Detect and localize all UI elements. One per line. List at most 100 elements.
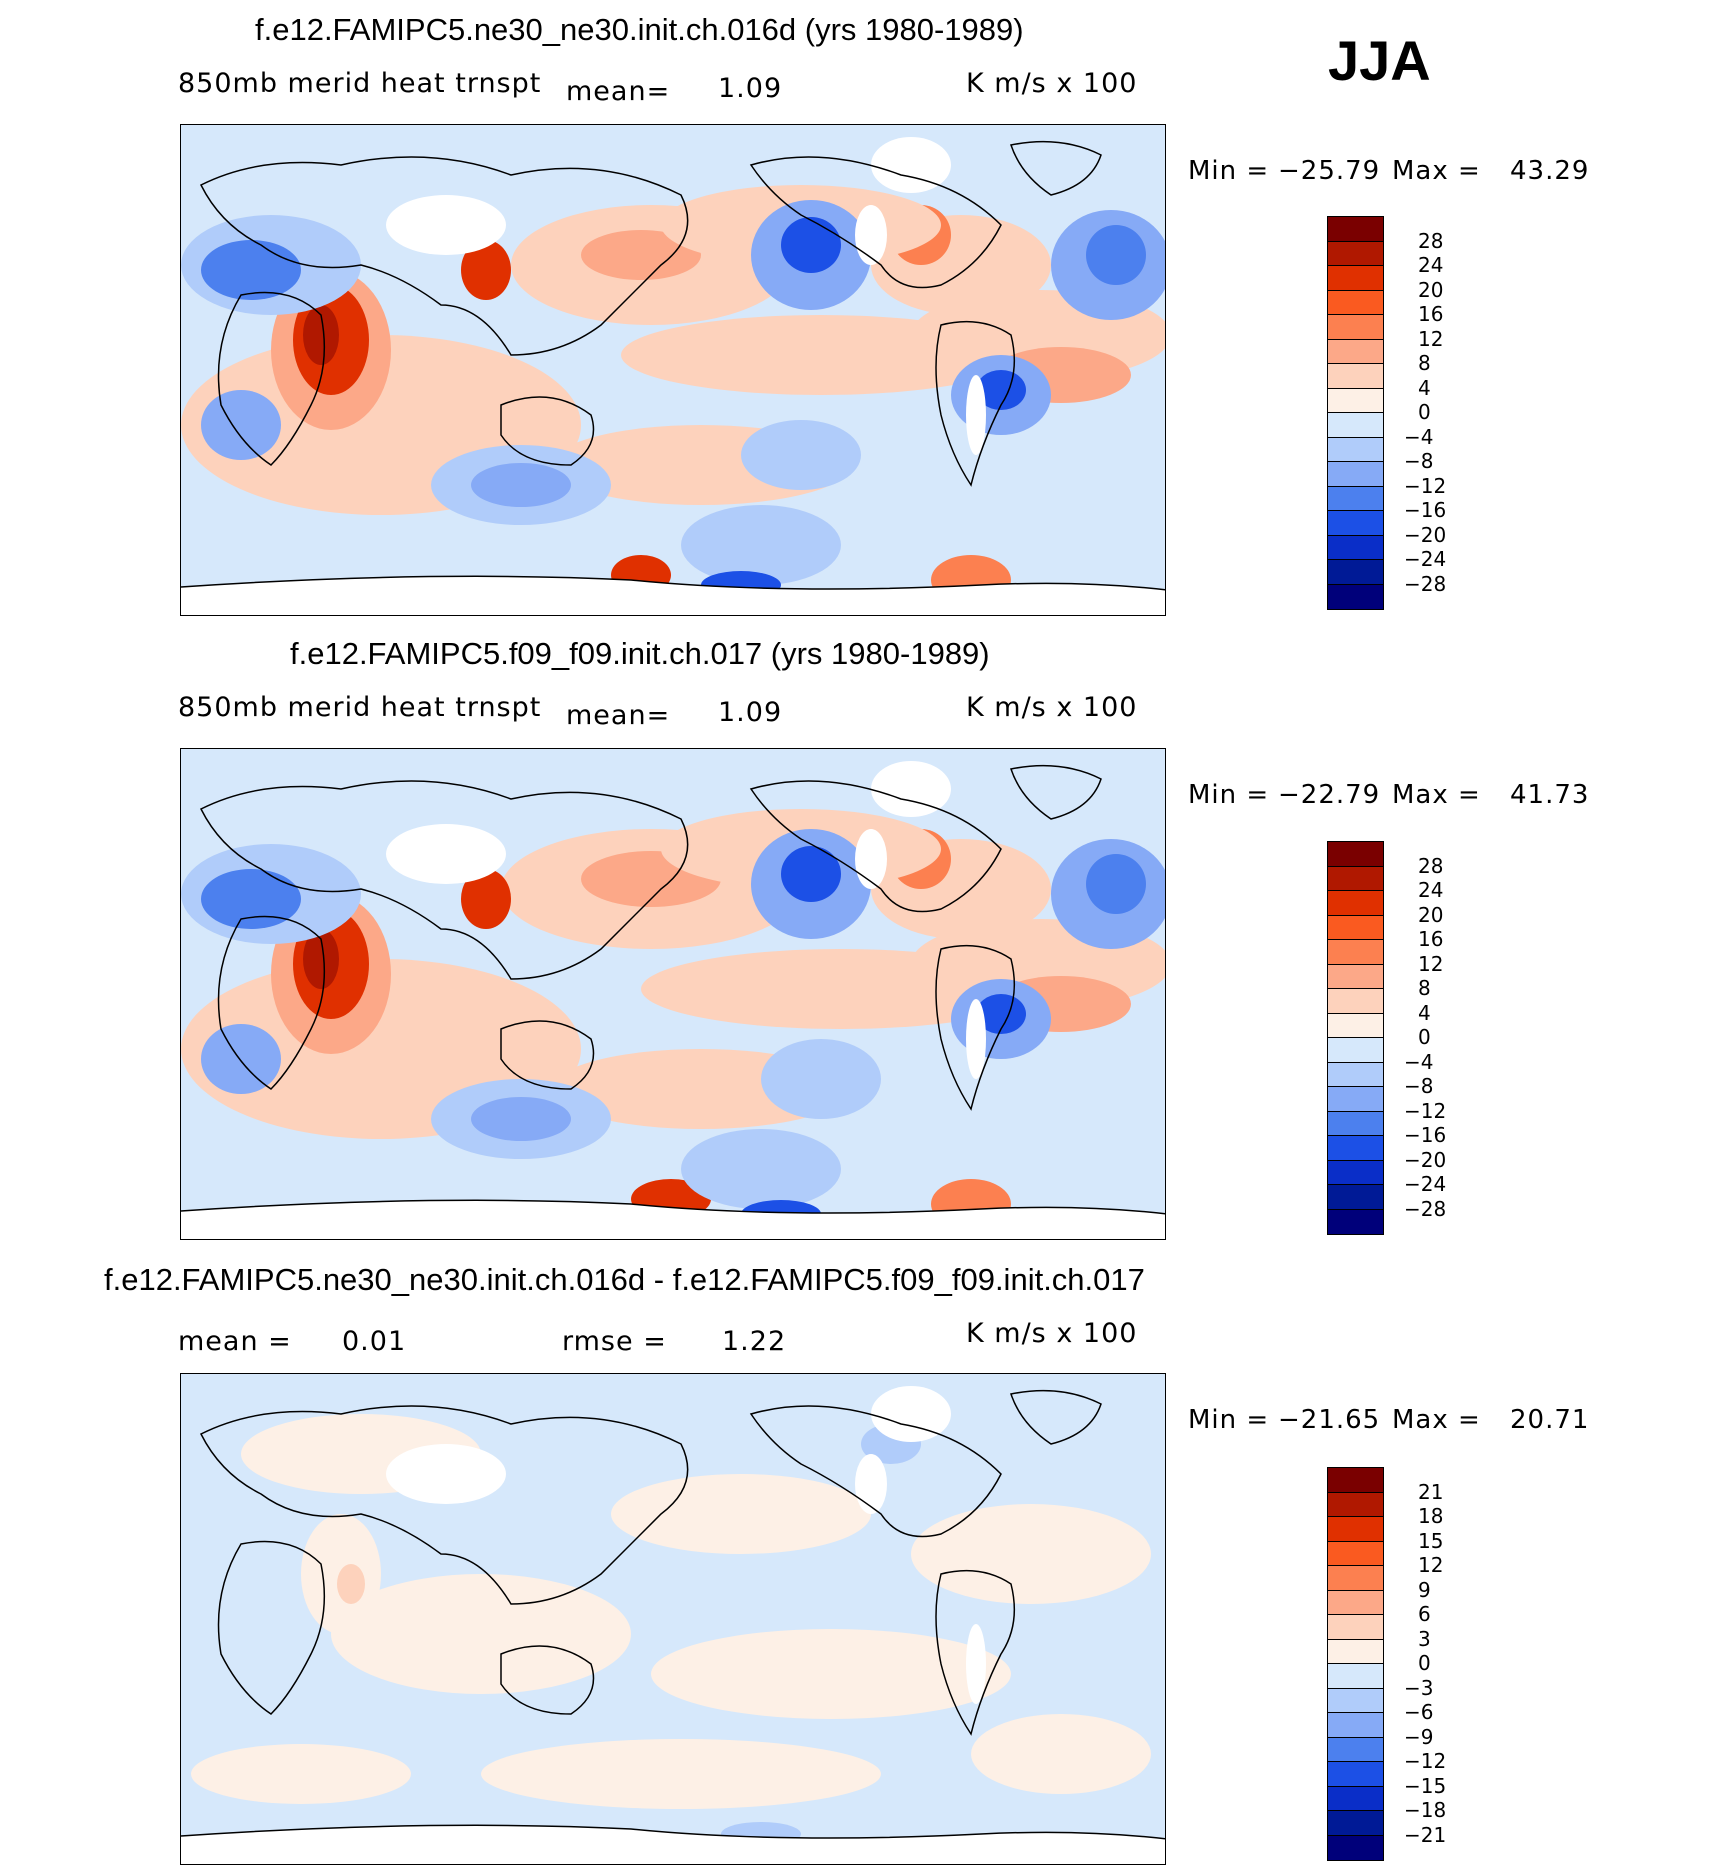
colorbar-segment (1328, 1013, 1383, 1038)
colorbar-segment (1328, 560, 1383, 585)
panel-3-units: K m/s x 100 (966, 1318, 1138, 1349)
colorbar-segment (1328, 1688, 1383, 1713)
colorbar-level-label: 24 (1418, 878, 1444, 902)
colorbar-segment (1328, 940, 1383, 965)
colorbar-level-label: −24 (1404, 547, 1447, 571)
colorbar-segment (1328, 1038, 1383, 1063)
colorbar-level-label: −12 (1404, 1749, 1447, 1773)
colorbar-segment (1328, 437, 1383, 462)
panel-3-max-label: Max = (1392, 1405, 1481, 1435)
colorbar-segment (1328, 1468, 1383, 1493)
colorbar-level-label: 8 (1418, 351, 1431, 375)
colorbar-level-label: −24 (1404, 1172, 1447, 1196)
panel-2-variable: 850mb merid heat trnspt (178, 692, 542, 723)
panel-1-max-value: 43.29 (1510, 156, 1590, 186)
colorbar-segment (1328, 915, 1383, 940)
colorbar-segment (1328, 1835, 1383, 1860)
colorbar-segment (1328, 584, 1383, 609)
colorbar-segment (1328, 315, 1383, 340)
panel-2-mean-label: mean= (566, 700, 671, 731)
panel-1-max-label: Max = (1392, 156, 1481, 186)
colorbar-level-label: −8 (1404, 449, 1434, 473)
colorbar-segment (1328, 241, 1383, 266)
panel-2-min-label: Min = (1188, 780, 1270, 810)
colorbar-level-label: 6 (1418, 1602, 1431, 1626)
colorbar-segment (1328, 217, 1383, 242)
colorbar-segment (1328, 290, 1383, 315)
colorbar-segment (1328, 989, 1383, 1014)
colorbar-level-label: 0 (1418, 400, 1431, 424)
panel-3-rmse-value: 1.22 (722, 1326, 787, 1357)
colorbar-level-label: −28 (1404, 571, 1447, 596)
panel-1-colorbar (1327, 216, 1384, 610)
colorbar-level-label: −4 (1404, 424, 1434, 449)
colorbar-level-label: −15 (1404, 1773, 1447, 1798)
colorbar-level-label: −16 (1404, 1123, 1447, 1147)
colorbar-level-label: −9 (1404, 1724, 1434, 1749)
colorbar-segment (1328, 1517, 1383, 1542)
colorbar-level-label: −12 (1404, 473, 1447, 498)
panel-2-map (180, 748, 1166, 1240)
panel-3-colorbar (1327, 1467, 1384, 1861)
colorbar-level-label: 24 (1418, 253, 1444, 277)
colorbar-segment (1328, 1737, 1383, 1762)
colorbar-segment (1328, 413, 1383, 438)
panel-1-mean-value: 1.09 (718, 73, 783, 104)
colorbar-segment (1328, 842, 1383, 867)
colorbar-segment (1328, 486, 1383, 511)
panel-2-max-label: Max = (1392, 780, 1481, 810)
colorbar-level-label: 21 (1418, 1479, 1444, 1504)
colorbar-segment (1328, 1136, 1383, 1161)
colorbar-segment (1328, 1062, 1383, 1087)
colorbar-segment (1328, 866, 1383, 891)
colorbar-segment (1328, 1541, 1383, 1566)
colorbar-level-label: 3 (1418, 1626, 1431, 1651)
colorbar-segment (1328, 964, 1383, 989)
colorbar-segment (1328, 1209, 1383, 1234)
panel-3-rmse-label: rmse = (562, 1326, 667, 1357)
colorbar-segment (1328, 1492, 1383, 1517)
season-label: JJA (1328, 29, 1431, 92)
colorbar-segment (1328, 1185, 1383, 1210)
panel-3-title: f.e12.FAMIPC5.ne30_ne30.init.ch.016d - f… (104, 1262, 1145, 1297)
colorbar-segment (1328, 1786, 1383, 1811)
panel-1-min-value: −25.79 (1278, 156, 1381, 186)
panel-2-title: f.e12.FAMIPC5.f09_f09.init.ch.017 (yrs 1… (290, 636, 990, 671)
colorbar-segment (1328, 1615, 1383, 1640)
colorbar-segment (1328, 462, 1383, 487)
colorbar-level-label: 0 (1418, 1651, 1431, 1675)
colorbar-segment (1328, 1111, 1383, 1136)
colorbar-level-label: 0 (1418, 1025, 1431, 1049)
panel-3-min-label: Min = (1188, 1405, 1270, 1435)
panel-1-mean-label: mean= (566, 76, 671, 107)
colorbar-segment (1328, 511, 1383, 536)
colorbar-level-label: 9 (1418, 1577, 1431, 1602)
colorbar-segment (1328, 1590, 1383, 1615)
colorbar-segment (1328, 1713, 1383, 1738)
panel-2-max-value: 41.73 (1510, 780, 1590, 810)
colorbar-segment (1328, 364, 1383, 389)
panel-2-colorbar (1327, 841, 1384, 1235)
colorbar-level-label: −20 (1404, 1147, 1447, 1172)
panel-3-map (180, 1373, 1166, 1865)
colorbar-level-label: −12 (1404, 1098, 1447, 1123)
colorbar-level-label: 15 (1418, 1528, 1444, 1553)
colorbar-level-label: 4 (1418, 1000, 1431, 1025)
panel-2-mean-value: 1.09 (718, 697, 783, 728)
panel-1-units: K m/s x 100 (966, 68, 1138, 99)
colorbar-level-label: 16 (1418, 302, 1444, 326)
colorbar-segment (1328, 339, 1383, 364)
panel-3-min-value: −21.65 (1278, 1405, 1381, 1435)
colorbar-segment (1328, 1811, 1383, 1836)
colorbar-segment (1328, 1566, 1383, 1591)
panel-2-units: K m/s x 100 (966, 692, 1138, 723)
colorbar-segment (1328, 388, 1383, 413)
colorbar-level-label: −21 (1404, 1822, 1447, 1847)
colorbar-segment (1328, 266, 1383, 291)
colorbar-level-label: 28 (1418, 228, 1444, 253)
colorbar-segment (1328, 1762, 1383, 1787)
colorbar-level-label: 8 (1418, 976, 1431, 1000)
colorbar-level-label: 18 (1418, 1504, 1444, 1528)
panel-1-title: f.e12.FAMIPC5.ne30_ne30.init.ch.016d (yr… (255, 12, 1024, 47)
panel-1-map (180, 124, 1166, 616)
